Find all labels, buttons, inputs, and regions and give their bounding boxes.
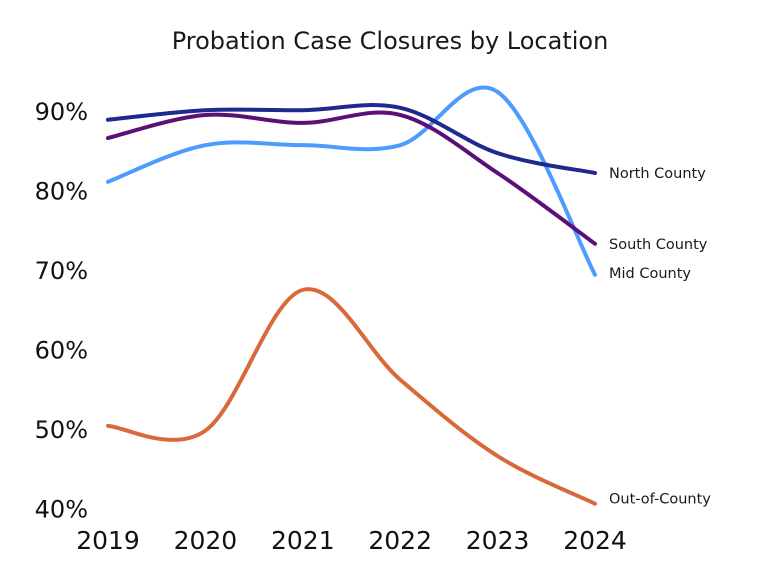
series-line-mid-county [106, 85, 597, 277]
x-tick-label: 2023 [466, 526, 530, 555]
chart-title: Probation Case Closures by Location [172, 27, 609, 55]
y-tick-label: 70% [35, 257, 88, 285]
series-line-out-of-county [106, 287, 597, 506]
series-labels: North County South County Mid County Out… [609, 166, 711, 508]
x-axis: 2019 2020 2021 2022 2023 2024 [76, 526, 627, 555]
series-label-south-county: South County [609, 237, 708, 253]
y-tick-label: 40% [35, 496, 88, 524]
series-label-mid-county: Mid County [609, 266, 691, 282]
x-tick-label: 2020 [174, 526, 238, 555]
series-line-south-county [106, 110, 597, 246]
series-line-north-county [106, 103, 597, 176]
series-lines [106, 85, 597, 506]
x-tick-label: 2021 [271, 526, 335, 555]
y-tick-label: 60% [35, 337, 88, 365]
y-tick-label: 50% [35, 416, 88, 444]
x-tick-label: 2024 [563, 526, 627, 555]
x-tick-label: 2019 [76, 526, 140, 555]
series-label-north-county: North County [609, 166, 706, 182]
y-axis: 90% 80% 70% 60% 50% 40% [35, 98, 88, 524]
x-tick-label: 2022 [368, 526, 432, 555]
y-tick-label: 90% [35, 98, 88, 126]
series-label-out-of-county: Out-of-County [609, 492, 711, 508]
y-tick-label: 80% [35, 178, 88, 206]
